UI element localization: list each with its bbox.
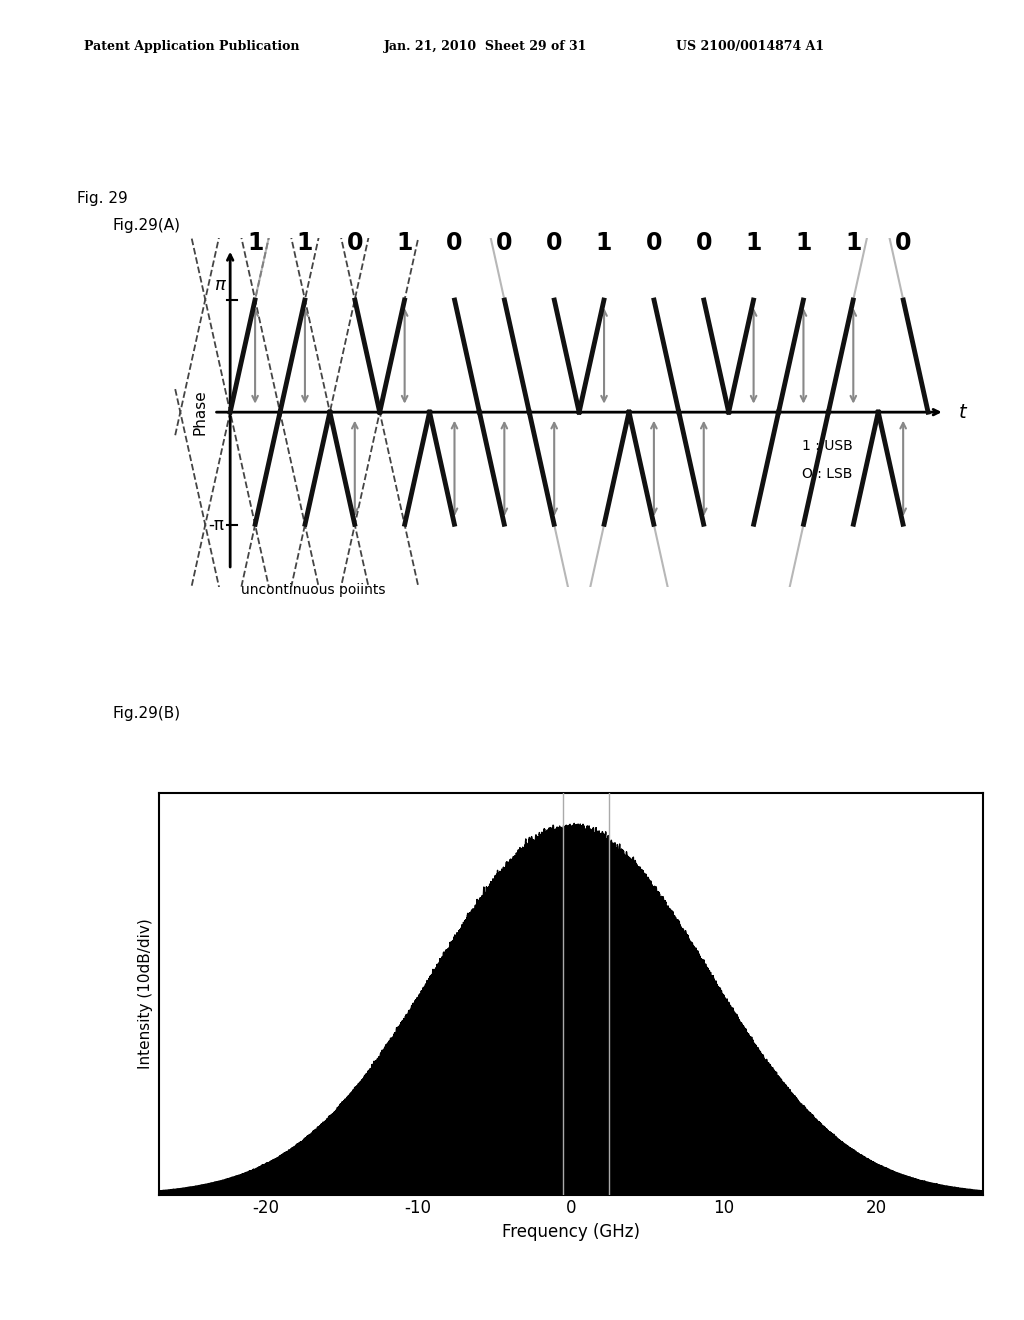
Text: 1: 1 bbox=[396, 231, 413, 255]
Text: π: π bbox=[214, 276, 224, 294]
Text: Fig.29(A): Fig.29(A) bbox=[113, 218, 180, 232]
Text: 1: 1 bbox=[247, 231, 263, 255]
Text: t: t bbox=[958, 403, 966, 421]
Text: 0: 0 bbox=[496, 231, 513, 255]
Text: 0: 0 bbox=[895, 231, 911, 255]
Text: 1: 1 bbox=[845, 231, 861, 255]
Text: O : LSB: O : LSB bbox=[802, 467, 852, 480]
Text: Fig. 29: Fig. 29 bbox=[77, 191, 128, 206]
Text: 1: 1 bbox=[796, 231, 812, 255]
Text: Fig.29(B): Fig.29(B) bbox=[113, 706, 181, 721]
Text: 1 : USB: 1 : USB bbox=[802, 440, 852, 453]
Text: 0: 0 bbox=[346, 231, 364, 255]
Y-axis label: Intensity (10dB/div): Intensity (10dB/div) bbox=[138, 919, 154, 1069]
Text: 1: 1 bbox=[745, 231, 762, 255]
Text: uncontinuous poiints: uncontinuous poiints bbox=[242, 583, 386, 598]
Text: 1: 1 bbox=[297, 231, 313, 255]
Text: 0: 0 bbox=[646, 231, 663, 255]
Text: -π: -π bbox=[209, 516, 224, 533]
Text: 0: 0 bbox=[446, 231, 463, 255]
Text: 0: 0 bbox=[695, 231, 712, 255]
Text: 1: 1 bbox=[596, 231, 612, 255]
Text: Jan. 21, 2010  Sheet 29 of 31: Jan. 21, 2010 Sheet 29 of 31 bbox=[384, 40, 588, 53]
Text: Patent Application Publication: Patent Application Publication bbox=[84, 40, 299, 53]
Text: 0: 0 bbox=[546, 231, 562, 255]
X-axis label: Frequency (GHz): Frequency (GHz) bbox=[502, 1224, 640, 1241]
Text: US 2100/0014874 A1: US 2100/0014874 A1 bbox=[676, 40, 824, 53]
Text: Phase: Phase bbox=[193, 389, 208, 436]
